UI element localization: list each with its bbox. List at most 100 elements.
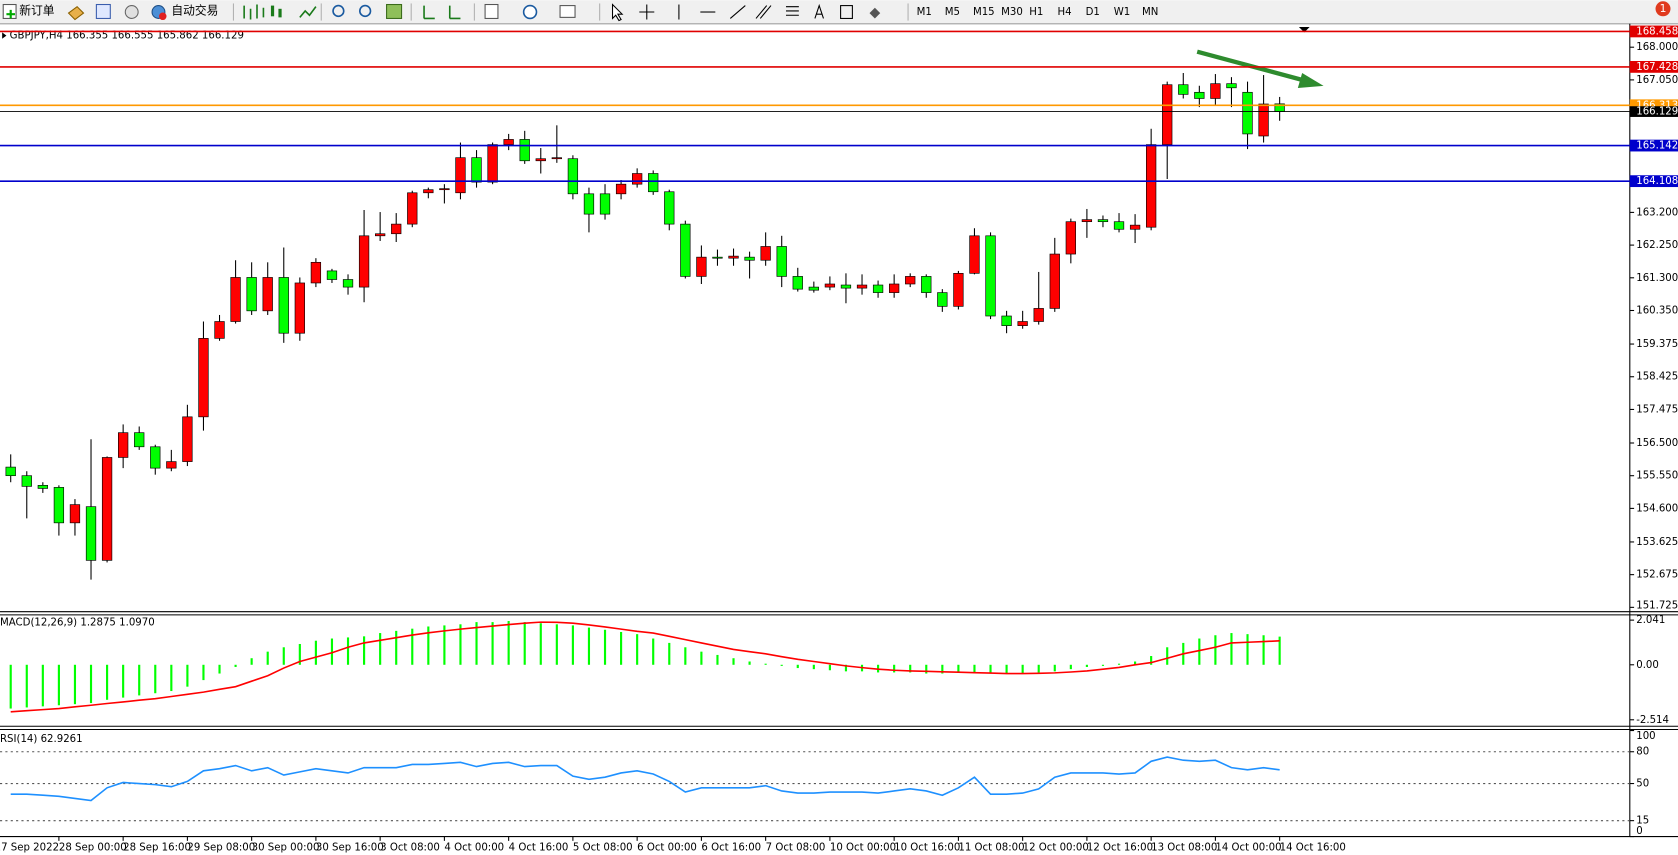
candle-body <box>728 255 739 259</box>
macd-bar <box>973 664 976 673</box>
timeframe-button[interactable]: M5 <box>945 7 960 18</box>
candle-body <box>648 173 659 193</box>
candle-icon[interactable] <box>270 5 275 17</box>
x-tick-label: 3 Oct 08:00 <box>380 842 440 853</box>
rsi-title: RSI(14) 62.9261 <box>0 734 83 745</box>
candle-body <box>342 279 354 288</box>
macd-bar <box>106 664 109 700</box>
periods-icon[interactable] <box>522 4 538 20</box>
fibo-icon[interactable] <box>785 6 799 16</box>
candle-body <box>599 193 611 215</box>
signal-line <box>10 621 1280 713</box>
rsi-line <box>10 756 1280 802</box>
icon[interactable] <box>67 5 85 21</box>
line-chart-icon[interactable] <box>299 6 317 18</box>
timeframe-button[interactable]: H1 <box>1029 7 1043 18</box>
scroll-icon[interactable] <box>423 5 435 20</box>
candle-body <box>680 223 691 277</box>
x-tick-label: 12 Oct 16:00 <box>1087 842 1153 853</box>
candle-body <box>182 416 193 462</box>
x-tick-label: 10 Oct 00:00 <box>830 842 896 853</box>
timeframe-button[interactable]: M15 <box>973 7 995 18</box>
timeframe-button[interactable]: D1 <box>1086 7 1100 18</box>
candle-body <box>294 282 305 334</box>
indicators-icon[interactable] <box>484 3 499 19</box>
candle-body <box>1178 84 1189 95</box>
zoom-out-icon[interactable] <box>358 4 372 18</box>
candle-body <box>471 157 482 183</box>
candle-body <box>856 284 868 289</box>
icon[interactable] <box>95 3 111 19</box>
candle-body <box>1146 144 1157 228</box>
y-tick-label: -2.514 <box>1636 715 1669 726</box>
label-icon[interactable] <box>840 5 853 19</box>
candle-body <box>391 223 402 235</box>
x-tick-label: 30 Sep 16:00 <box>316 842 384 853</box>
shift-icon[interactable] <box>448 5 461 20</box>
timeframe-button[interactable]: H4 <box>1057 7 1071 18</box>
zoom-in-icon[interactable] <box>332 4 345 18</box>
macd-bar <box>507 621 510 665</box>
macd-bar <box>330 638 334 665</box>
candle-body <box>150 446 161 469</box>
macd-bar <box>523 622 526 665</box>
price-level-box <box>1629 60 1678 73</box>
macd-bar <box>620 631 623 665</box>
candle-body <box>969 235 980 274</box>
x-tick-label: 27 Sep 2022 <box>0 842 59 853</box>
notification-badge[interactable] <box>1655 1 1671 17</box>
y-tick-label: 158.425 <box>1636 372 1678 383</box>
x-tick-label: 14 Oct 00:00 <box>1215 842 1281 853</box>
bar-chart-icon[interactable] <box>243 4 265 20</box>
cursor-icon[interactable] <box>611 3 624 22</box>
y-tick-label: 168.000 <box>1636 42 1678 53</box>
timeframe-button[interactable]: W1 <box>1114 7 1131 18</box>
candle-body <box>712 256 723 259</box>
macd-bar <box>684 647 687 665</box>
macd-bar <box>218 664 221 674</box>
auto-trading-button[interactable]: 自动交易 <box>151 3 218 21</box>
macd-bar <box>1134 661 1137 665</box>
candle-body <box>696 256 707 277</box>
candle-body <box>937 292 948 307</box>
macd-bar <box>764 663 767 665</box>
y-tick-label: 15 <box>1636 816 1649 827</box>
timeframe-button[interactable]: M30 <box>1001 7 1023 18</box>
channel-icon[interactable] <box>755 5 772 19</box>
timeframe-button[interactable]: M1 <box>917 7 932 18</box>
macd-bar <box>89 664 93 704</box>
candle-icon[interactable] <box>278 8 282 18</box>
y-tick-label: 2.041 <box>1636 615 1665 626</box>
macd-bar <box>1246 634 1249 665</box>
y-tick-label: 154.600 <box>1636 503 1678 514</box>
tile-icon[interactable] <box>386 3 403 19</box>
y-tick-label: 80 <box>1636 747 1649 758</box>
macd-bar <box>186 664 189 687</box>
trendline-icon[interactable] <box>729 5 746 19</box>
macd-bar <box>925 664 928 674</box>
y-tick-label: 100 <box>1636 731 1655 742</box>
candle-body <box>776 246 787 277</box>
timeframe-button[interactable]: MN <box>1142 7 1158 18</box>
y-tick-label: 159.375 <box>1636 339 1678 350</box>
price-level-box <box>1629 175 1678 188</box>
macd-bar <box>379 633 382 665</box>
candle-body <box>198 338 209 418</box>
candle-body <box>760 246 771 261</box>
x-tick-label: 12 Oct 00:00 <box>1023 842 1089 853</box>
new-order-button[interactable]: 新订单 <box>2 3 55 19</box>
macd-bar <box>491 622 494 665</box>
candle-body <box>358 235 370 288</box>
text-icon[interactable] <box>814 3 824 19</box>
crosshair-icon[interactable] <box>639 4 655 20</box>
x-tick-label: 10 Oct 16:00 <box>894 842 960 853</box>
templates-icon[interactable] <box>559 5 576 18</box>
candle-body <box>889 283 900 293</box>
candle-body <box>840 284 852 289</box>
icon <box>159 12 167 21</box>
shapes-icon[interactable] <box>869 7 881 19</box>
icon[interactable] <box>124 5 139 19</box>
toolbar-bg <box>0 0 1678 24</box>
macd-bar <box>459 624 462 665</box>
candle-body <box>872 284 884 293</box>
